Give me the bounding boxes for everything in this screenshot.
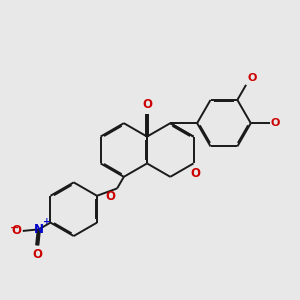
Text: −: − bbox=[10, 223, 19, 233]
Text: O: O bbox=[271, 118, 280, 128]
Text: O: O bbox=[190, 167, 200, 180]
Text: O: O bbox=[32, 248, 42, 261]
Text: O: O bbox=[142, 98, 152, 112]
Text: N: N bbox=[34, 223, 44, 236]
Text: +: + bbox=[43, 217, 50, 226]
Text: O: O bbox=[248, 73, 257, 83]
Text: O: O bbox=[106, 190, 116, 203]
Text: O: O bbox=[11, 224, 22, 238]
